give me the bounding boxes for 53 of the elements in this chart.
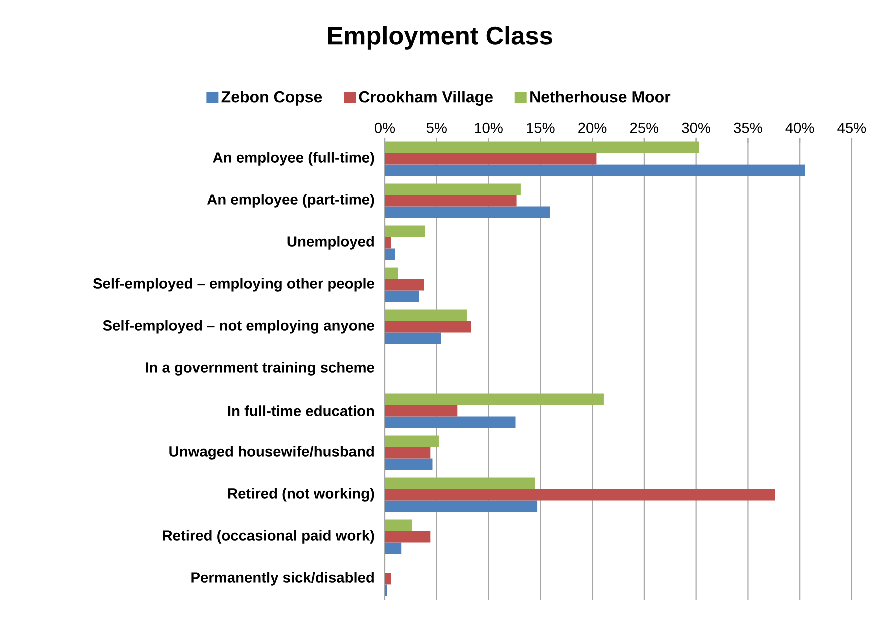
y-tick-label: Unwaged housewife/husband: [170, 446, 374, 460]
y-tick-label: Self-employed – employing other people: [93, 278, 374, 292]
bar: [385, 436, 439, 448]
y-tick-label: An employee (part-time): [207, 194, 374, 208]
x-tick-label: 15%: [527, 122, 555, 134]
bar: [385, 226, 426, 238]
bar: [385, 268, 398, 280]
bar: [385, 531, 431, 543]
legend-label: Zebon Copse: [222, 91, 322, 106]
bar: [385, 447, 431, 459]
y-tick-label: Self-employed – not employing anyone: [103, 320, 374, 334]
bar: [385, 500, 538, 512]
bar: [385, 195, 517, 207]
bar: [385, 542, 402, 554]
y-tick-label: Unemployed: [288, 236, 374, 250]
bar: [385, 153, 597, 165]
x-tick-label: 0%: [374, 122, 396, 134]
bar: [385, 321, 472, 333]
bar: [385, 237, 392, 249]
y-tick-label: Retired (occasional paid work): [163, 530, 374, 544]
bar: [385, 573, 392, 585]
bar: [385, 248, 396, 260]
x-tick-label: 25%: [630, 122, 659, 134]
bar: [385, 164, 806, 176]
bar: [385, 332, 442, 344]
bar: [385, 478, 536, 490]
bar: [385, 520, 412, 532]
chart-title: Employment Class: [328, 26, 552, 50]
bar: [385, 405, 458, 417]
bar: [385, 416, 516, 428]
bar: [385, 206, 550, 218]
bar: [385, 142, 700, 154]
y-tick-label: An employee (full-time): [213, 152, 374, 166]
legend-label: Crookham Village: [359, 91, 493, 106]
bar: [385, 290, 420, 302]
legend-label: Netherhouse Moor: [530, 91, 671, 103]
y-tick-label: In full-time education: [228, 406, 374, 416]
y-tick-label: Permanently sick/disabled: [192, 572, 374, 586]
x-tick-label: 30%: [682, 122, 710, 134]
bar: [385, 279, 424, 291]
bar: [385, 458, 433, 470]
x-tick-label: 35%: [734, 122, 762, 134]
x-tick-label: 45%: [838, 122, 866, 134]
y-tick-label: In a government training scheme: [146, 362, 374, 376]
y-tick-label: Retired (not working): [228, 488, 374, 502]
bar: [385, 184, 521, 196]
x-tick-label: 10%: [475, 122, 503, 134]
x-tick-label: 5%: [426, 122, 447, 134]
x-tick-label: 20%: [578, 122, 607, 134]
bar: [385, 394, 604, 406]
bar: [385, 310, 467, 322]
x-tick-label: 40%: [786, 122, 814, 134]
bar: [385, 489, 776, 501]
